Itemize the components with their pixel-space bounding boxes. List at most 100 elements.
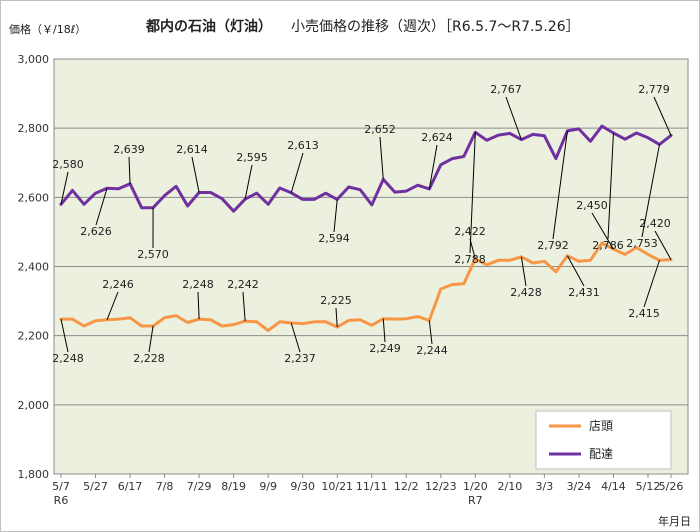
x-tick-label: 1/20 [463,480,488,493]
x-axis-title: 年月日 [658,514,691,528]
y-tick-label: 1,800 [18,468,50,481]
x-tick-label: 2/10 [498,480,523,493]
annotation-leader [520,256,527,287]
x-tick-label: 5/12 [636,480,661,493]
data-label: 2,249 [369,342,401,355]
data-label: 2,570 [137,248,169,261]
data-label: 2,613 [287,139,319,152]
data-label: 2,594 [318,232,350,245]
annotation-leader [148,325,154,353]
x-tick-label: 12/2 [394,480,419,493]
legend-label-delivery: 配達 [589,447,613,461]
data-label: 2,428 [510,286,542,299]
x-tick-label: 5/26 [659,480,684,493]
annotation-leader [505,96,522,140]
annotation-leader [653,96,672,136]
data-label: 2,792 [537,239,569,252]
legend-box [535,410,672,470]
x-tick-label: 9/9 [259,480,277,493]
data-label: 2,450 [576,199,608,212]
data-label: 2,626 [80,225,112,238]
x-tick-label: 11/11 [356,480,388,493]
y-tick-label: 2,000 [18,399,50,412]
data-label: 2,767 [490,83,522,96]
annotation-leader [641,144,660,238]
annotation-leader [566,255,585,287]
data-label: 2,431 [568,286,600,299]
data-label: 2,614 [176,143,208,156]
annotation-leader [95,188,108,226]
annotation-leader [335,307,338,328]
data-label: 2,248 [52,352,84,365]
x-tick-era-label: R6 [54,494,69,507]
data-label: 2,422 [454,225,486,238]
annotation-leader [242,291,246,322]
annotation-leader [128,156,131,184]
x-tick-label: 6/17 [118,480,143,493]
x-tick-label: 4/14 [601,480,626,493]
x-tick-label: 8/19 [221,480,246,493]
legend: 店頭 配達 [535,410,672,470]
x-tick-era-label: R7 [468,494,483,507]
y-axis-title: 価格（￥/18ℓ） [9,22,86,36]
annotation-leader [469,132,476,254]
annotation-leader [60,318,69,353]
annotation-leader [379,136,384,180]
annotation-leader [382,318,386,343]
data-label: 2,639 [113,143,145,156]
annotation-leader [591,212,614,250]
data-label: 2,415 [628,307,660,320]
y-tick-label: 2,600 [18,191,50,204]
data-label: 2,244 [416,344,448,357]
x-axis-ticks: 5/7R6 5/27 6/17 7/8 7/29 8/19 9/9 9/30 10/21 11/1… [52,474,683,507]
x-tick-label: 5/27 [83,480,108,493]
x-tick-label: 3/3 [536,480,554,493]
y-tick-label: 2,800 [18,122,50,135]
annotation-leader [552,130,568,240]
series-line-store [59,241,673,332]
annotation-leader [191,156,200,193]
data-label: 2,242 [227,278,259,291]
series-lines [59,124,673,332]
x-tick-label: 5/7 [52,480,70,493]
data-label: 2,753 [626,237,658,250]
annotation-leader [106,291,119,320]
x-tick-label: 9/30 [290,480,315,493]
data-label: 2,248 [182,278,214,291]
data-label: 2,779 [638,83,670,96]
annotation-leader [428,144,438,190]
data-label: 2,788 [454,253,486,266]
data-label: 2,624 [421,131,453,144]
legend-label-store: 店頭 [589,419,613,433]
data-label: 2,580 [52,158,84,171]
data-label: 2,225 [320,294,352,307]
y-tick-label: 2,400 [18,261,50,274]
annotation-leader [60,171,69,205]
x-tick-label: 12/23 [425,480,457,493]
data-label: 2,246 [102,278,134,291]
y-tick-label: 3,000 [18,53,50,66]
data-label: 2,652 [364,123,396,136]
y-tick-label: 2,200 [18,330,50,343]
gridlines [54,127,688,406]
annotation-leader [197,291,200,320]
chart-subtitle: 小売価格の推移（週次）［R6.5.7～R7.5.26］ [291,19,580,35]
data-label: 2,228 [133,352,165,365]
series-line-delivery [59,124,673,213]
y-axis-ticks: 1,800 2,000 2,200 2,400 2,600 2,800 3,000 [18,53,50,481]
annotation-leader [244,164,253,200]
annotation-leader [428,320,433,345]
data-label: 2,786 [592,239,624,252]
x-tick-label: 3/24 [567,480,592,493]
data-label: 2,237 [284,352,316,365]
x-tick-label: 7/29 [187,480,212,493]
x-tick-label: 10/21 [321,480,353,493]
data-label: 2,420 [639,217,671,230]
annotation-leader [290,322,301,353]
data-label: 2,595 [236,151,268,164]
chart-title: 都内の石油（灯油） [145,18,272,35]
annotation-leader [290,152,304,193]
data-annotations: 2,248 2,246 2,228 2,248 2,242 2,237 2,225 2,249… [52,83,672,365]
annotation-leader [654,230,672,260]
